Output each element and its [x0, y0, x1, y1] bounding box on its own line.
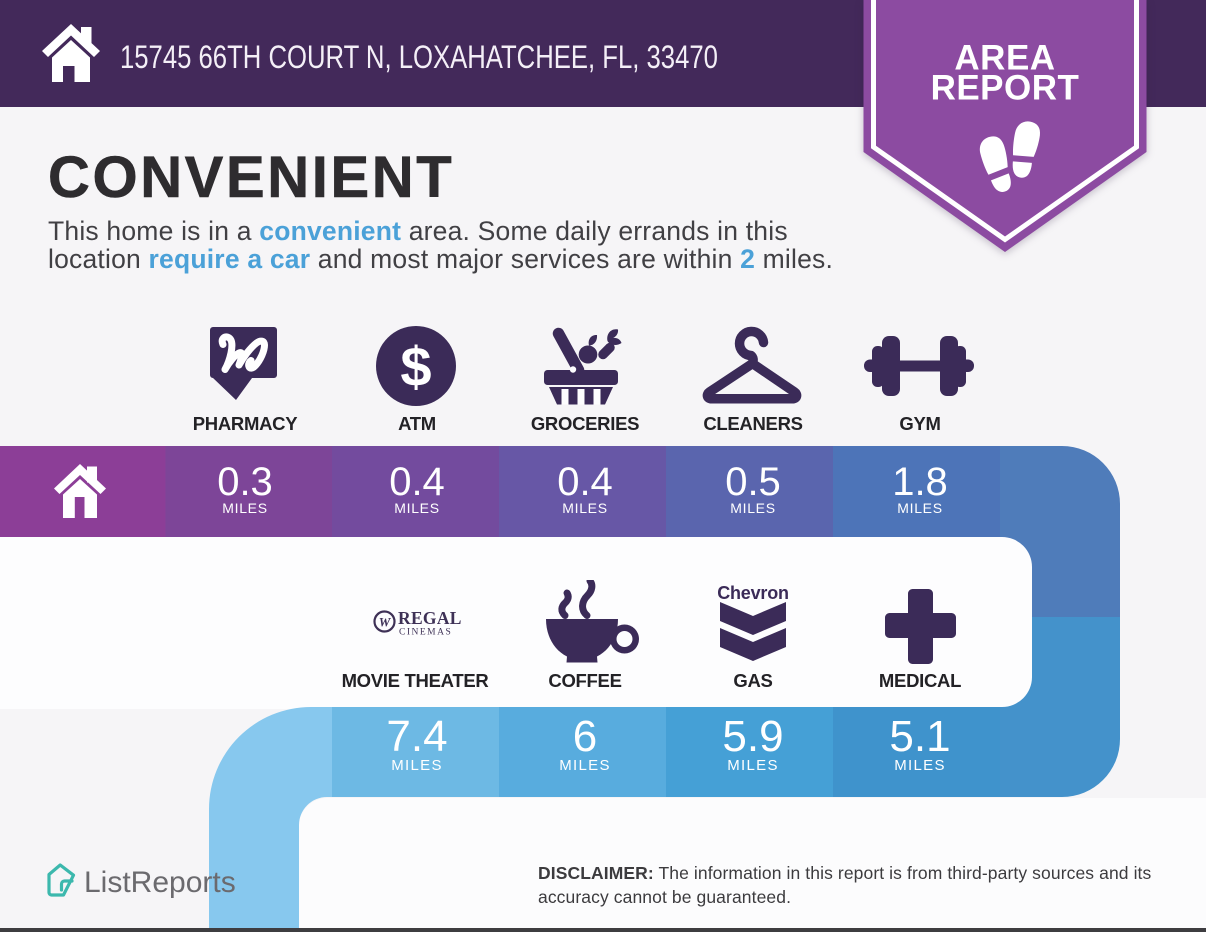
svg-text:$: $	[400, 335, 431, 398]
svg-text:REGAL: REGAL	[398, 608, 462, 628]
svg-text:Chevron: Chevron	[717, 583, 789, 603]
svg-text:W: W	[379, 615, 392, 630]
svg-text:AREA: AREA	[954, 39, 1055, 78]
svg-text:CINEMAS: CINEMAS	[399, 628, 452, 638]
svg-text:REPORT: REPORT	[931, 69, 1080, 108]
